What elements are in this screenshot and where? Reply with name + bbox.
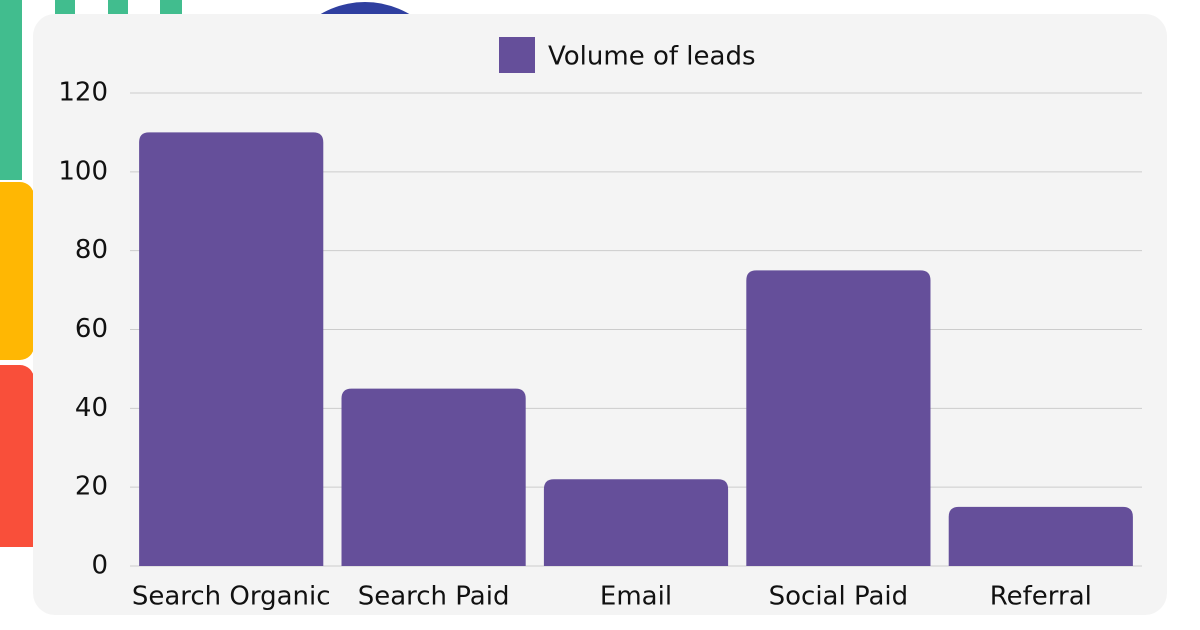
- x-tick-label: Search Paid: [358, 582, 510, 612]
- y-tick-label: 20: [75, 472, 108, 502]
- x-tick-label: Search Organic: [132, 582, 331, 612]
- y-tick-label: 120: [58, 78, 108, 108]
- legend-swatch: [499, 37, 535, 73]
- bar: [341, 388, 526, 566]
- bar: [948, 506, 1133, 566]
- y-tick-label: 100: [58, 156, 108, 186]
- y-tick-label: 40: [75, 393, 108, 423]
- x-tick-label: Email: [600, 582, 672, 612]
- bar: [543, 479, 729, 566]
- legend-label: Volume of leads: [548, 42, 756, 72]
- x-tick-label: Social Paid: [769, 582, 909, 612]
- y-tick-label: 60: [75, 314, 108, 344]
- decoration: [0, 0, 22, 180]
- decoration: [0, 365, 34, 547]
- x-tick-label: Referral: [990, 582, 1092, 612]
- bar: [139, 132, 324, 566]
- y-tick-label: 80: [75, 235, 108, 265]
- decoration: [0, 182, 34, 360]
- bar: [746, 270, 931, 566]
- y-tick-label: 0: [91, 551, 108, 581]
